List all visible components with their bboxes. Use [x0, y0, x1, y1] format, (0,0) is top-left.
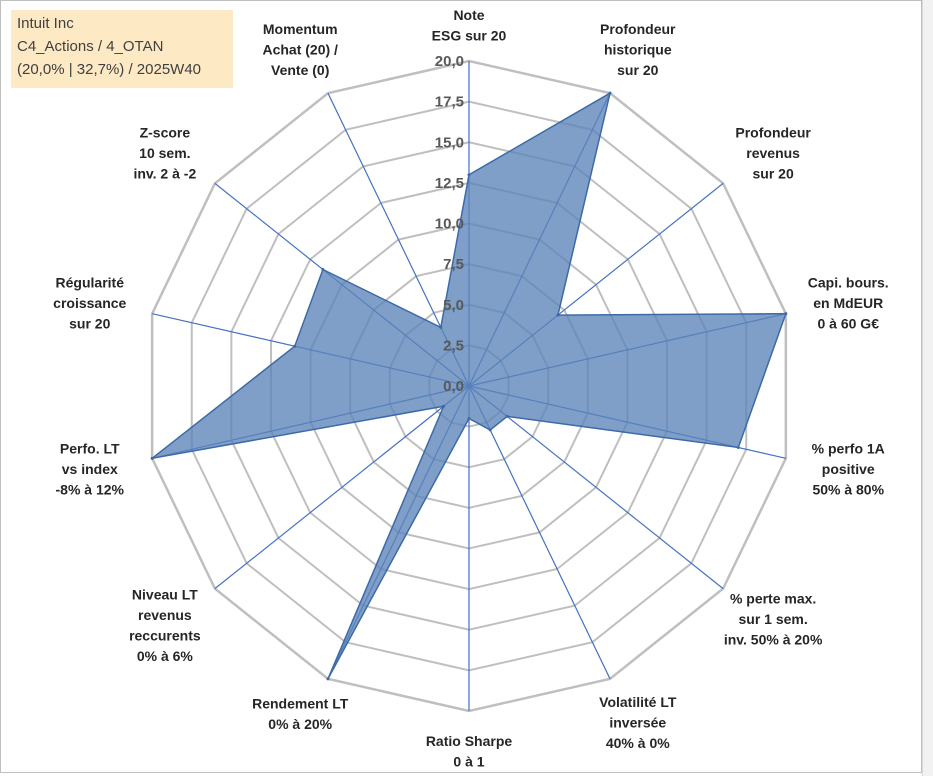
axis-label-line: Ratio Sharpe: [426, 733, 513, 749]
radar-chart: 0,0 2,5 5,0 7,5 10,0 12,5 15,0 17,5 20,0 Note ESG…: [53, 7, 889, 770]
axis-label-line: 10 sem.: [139, 145, 190, 161]
tick-label-8: 20,0: [435, 53, 464, 70]
axis-label-line: Z-score: [140, 124, 191, 140]
data-point-8: [326, 677, 330, 681]
tick-label-6: 15,0: [435, 134, 464, 151]
axis-label-line: ESG sur 20: [432, 27, 507, 43]
tick-label-1: 2,5: [443, 337, 464, 354]
data-point-10: [150, 456, 154, 460]
axis-label-line: Achat (20) /: [262, 41, 338, 57]
axis-label-line: positive: [822, 461, 875, 477]
axis-label-line: sur 20: [617, 62, 658, 78]
tick-layer: 0,0 2,5 5,0 7,5 10,0 12,5 15,0 17,5 20,0: [435, 53, 464, 395]
axis-label-line: Capi. bours.: [808, 274, 889, 290]
data-point-0: [467, 173, 471, 177]
axis-label-line: Régularité: [56, 274, 125, 290]
tick-label-2: 5,0: [443, 297, 464, 314]
axis-label-line: Vente (0): [271, 62, 329, 78]
axis-label-line: Perfo. LT: [60, 441, 120, 457]
axis-label-11: Régularité croissance sur 20: [53, 274, 126, 331]
data-point-12: [321, 267, 325, 271]
axis-label-line: Niveau LT: [132, 587, 198, 603]
data-point-1: [608, 91, 612, 95]
axis-label-line: sur 20: [753, 165, 794, 181]
data-point-6: [488, 428, 492, 432]
axis-label-12: Z-score 10 sem. inv. 2 à -2: [133, 124, 196, 181]
axis-label-line: 40% à 0%: [606, 735, 670, 751]
data-point-7: [467, 417, 471, 420]
axis-label-line: sur 20: [69, 315, 110, 331]
axis-label-13: Momentum Achat (20) / Vente (0): [262, 21, 338, 78]
axis-label-line: sur 1 sem.: [738, 611, 807, 627]
info-box: Intuit Inc C4_Actions / 4_OTAN (20,0% | …: [11, 10, 233, 88]
scrollbar-strip: [922, 0, 933, 776]
label-layer: Note ESG sur 20 Profondeur historique sur 20…: [53, 7, 889, 770]
axis-label-line: 0% à 20%: [268, 716, 332, 732]
spoke-9: [214, 385, 470, 590]
axis-label-line: croissance: [53, 295, 126, 311]
tick-label-5: 12,5: [435, 175, 464, 192]
axis-label-line: inv. 50% à 20%: [724, 632, 823, 648]
data-point-5: [505, 414, 509, 418]
tick-label-3: 7,5: [443, 256, 464, 273]
spoke-5: [468, 385, 724, 590]
axis-label-line: Profondeur: [600, 21, 676, 37]
axis-label-line: Volatilité LT: [599, 694, 677, 710]
axis-label-2: Profondeur revenus sur 20: [735, 124, 811, 181]
axis-label-line: reccurents: [129, 628, 201, 644]
axis-label-4: % perfo 1A positive 50% à 80%: [812, 441, 885, 498]
tick-label-7: 17,5: [435, 94, 464, 111]
axis-label-line: revenus: [138, 607, 192, 623]
axis-label-line: 50% à 80%: [812, 482, 884, 498]
axis-label-line: % perte max.: [730, 591, 816, 607]
tick-label-4: 10,0: [435, 216, 464, 233]
axis-label-9: Niveau LT revenus reccurents 0% à 6%: [129, 587, 201, 665]
data-point-4: [736, 445, 740, 449]
company-name: Intuit Inc: [17, 15, 74, 32]
axis-label-line: 0 à 60 G€: [817, 315, 879, 331]
axis-label-line: % perfo 1A: [812, 441, 885, 457]
data-point-3: [784, 312, 788, 316]
axis-label-3: Capi. bours. en MdEUR 0 à 60 G€: [808, 274, 889, 331]
portfolio-category: C4_Actions / 4_OTAN: [17, 38, 164, 55]
axis-label-line: Momentum: [263, 21, 338, 37]
data-point-13: [439, 325, 443, 329]
tick-label-0: 0,0: [443, 378, 464, 395]
axis-label-line: Note: [453, 7, 484, 23]
axis-label-7: Ratio Sharpe 0 à 1: [426, 733, 513, 770]
axis-label-line: historique: [604, 41, 672, 57]
spoke-6: [468, 385, 611, 680]
axis-label-line: revenus: [746, 145, 800, 161]
axis-label-line: inversée: [609, 715, 666, 731]
axis-label-line: inv. 2 à -2: [133, 165, 196, 181]
axis-label-line: 0 à 1: [453, 753, 484, 769]
axis-label-line: 0% à 6%: [137, 648, 194, 664]
axis-label-8: Rendement LT 0% à 20%: [252, 695, 349, 732]
axis-label-0: Note ESG sur 20: [432, 7, 507, 44]
axis-label-1: Profondeur historique sur 20: [600, 21, 676, 78]
axis-label-10: Perfo. LT vs index -8% à 12%: [56, 441, 125, 498]
axis-label-6: Volatilité LT inversée 40% à 0%: [599, 694, 677, 751]
weights-and-week: (20,0% | 32,7%) / 2025W40: [17, 61, 201, 78]
data-point-11: [293, 344, 297, 348]
data-point-9: [442, 404, 446, 408]
axis-label-line: en MdEUR: [813, 295, 883, 311]
data-point-2: [556, 313, 560, 317]
axis-label-line: -8% à 12%: [56, 482, 125, 498]
series-layer: [150, 91, 788, 681]
axis-label-line: vs index: [62, 461, 118, 477]
axis-label-line: Rendement LT: [252, 695, 349, 711]
axis-label-5: % perte max. sur 1 sem. inv. 50% à 20%: [724, 591, 823, 648]
axis-label-line: Profondeur: [735, 124, 811, 140]
